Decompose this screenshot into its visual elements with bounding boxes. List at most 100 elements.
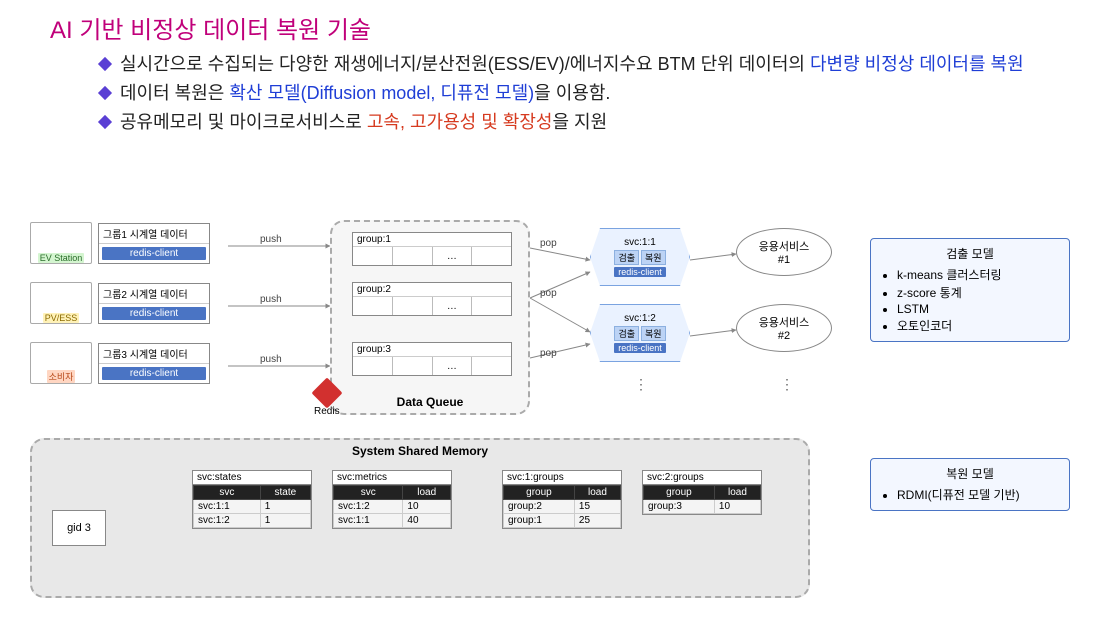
info-box: 복원 모델 RDMI(디퓨전 모델 기반) [870,458,1070,511]
shm-table: svc:2:groupsgrouploadgroup:310 [642,470,762,515]
table-header: load [574,486,620,500]
restore-badge: 복원 [641,326,666,341]
app-vdots: ⋮ [780,376,794,393]
queue-group: group:1 … [352,232,512,266]
info-item: 오토인코더 [897,317,1059,334]
push-label: push [260,234,282,245]
bullet-segment: 다변량 비정상 데이터를 복원 [810,54,1024,74]
table-header: svc [194,486,261,500]
app-service-ellipse: 응용서비스 #1 [736,228,832,276]
table-title: svc:metrics [333,471,451,485]
bullet-segment: 공유메모리 및 마이크로서비스로 [120,112,367,132]
bullet-segment: 을 이용함. [534,83,610,103]
detect-badge: 검출 [614,326,639,341]
pop-label: pop [540,238,557,249]
queue-group-title: group:3 [353,343,511,357]
table-header: state [260,486,310,500]
detect-badge: 검출 [614,250,639,265]
bullet-text: 실시간으로 수집되는 다양한 재생에너지/분산전원(ESS/EV)/에너지수요 … [120,51,1024,78]
data-queue-box: group:1 … group:2 … group:3 … Data Queue… [330,220,530,415]
table-row: svc:1:11 [194,500,311,514]
table-row: group:125 [504,514,621,528]
gid-box: gid 3 [52,510,106,546]
shared-memory-label: System Shared Memory [32,444,808,458]
source-tag: PV/ESS [43,313,80,323]
table-header: svc [334,486,403,500]
bullet-segment: 을 지원 [552,112,607,132]
pop-label: pop [540,348,557,359]
source-meta: 그룹2 시계열 데이터 redis-client [98,283,210,324]
push-label: push [260,354,282,365]
bullet-item: 실시간으로 수집되는 다양한 재생에너지/분산전원(ESS/EV)/에너지수요 … [100,51,1100,78]
source-title: 그룹1 시계열 데이터 [99,224,209,244]
table-row: svc:1:21 [194,514,311,528]
redis-client-pill: redis-client [614,267,666,277]
info-item: RDMI(디퓨전 모델 기반) [897,486,1059,503]
table-header: group [644,486,715,500]
info-item: LSTM [897,302,1059,316]
bullet-list: 실시간으로 수집되는 다양한 재생에너지/분산전원(ESS/EV)/에너지수요 … [0,45,1100,136]
redis-icon: Redis [314,382,340,417]
queue-slots: … [353,247,511,265]
shm-table: svc:metricssvcloadsvc:1:210svc:1:140 [332,470,452,529]
info-box-title: 검출 모델 [881,245,1059,262]
bullet-segment: 데이터 복원은 [120,83,229,103]
info-box-title: 복원 모델 [881,465,1059,482]
table-title: svc:states [193,471,311,485]
queue-group-title: group:1 [353,233,511,247]
bullet-diamond-icon [98,86,112,100]
bullet-text: 데이터 복원은 확산 모델(Diffusion model, 디퓨전 모델)을 … [120,80,610,107]
source-meta: 그룹1 시계열 데이터 redis-client [98,223,210,264]
app-service-ellipse: 응용서비스 #2 [736,304,832,352]
table-row: group:310 [644,500,761,514]
source-icon: EV Station [30,222,92,264]
table-header: load [403,486,451,500]
data-queue-label: Data Queue [332,395,528,409]
table-row: svc:1:210 [334,500,451,514]
table-row: svc:1:140 [334,514,451,528]
table-title: svc:1:groups [503,471,621,485]
svc-hex-node: svc:1:2 검출 복원 redis-client [590,304,690,362]
bullet-segment: 확산 모델(Diffusion model, 디퓨전 모델) [229,83,534,103]
shm-table: svc:1:groupsgrouploadgroup:215group:125 [502,470,622,529]
bullet-item: 데이터 복원은 확산 모델(Diffusion model, 디퓨전 모델)을 … [100,80,1100,107]
queue-slots: … [353,297,511,315]
redis-client-pill: redis-client [614,343,666,353]
hexagon-icon: svc:1:1 검출 복원 redis-client [590,228,690,286]
table-header: group [504,486,575,500]
source-title: 그룹2 시계열 데이터 [99,284,209,304]
source-node: PV/ESS 그룹2 시계열 데이터 redis-client [30,282,210,324]
info-box: 검출 모델 k-means 클러스터링z-score 통계LSTM오토인코더 [870,238,1070,342]
redis-client-pill: redis-client [102,367,206,380]
source-tag: EV Station [38,253,85,263]
redis-client-pill: redis-client [102,307,206,320]
source-node: 소비자 그룹3 시계열 데이터 redis-client [30,342,210,384]
source-title: 그룹3 시계열 데이터 [99,344,209,364]
source-tag: 소비자 [47,370,76,383]
source-icon: PV/ESS [30,282,92,324]
shm-table: svc:statessvcstatesvc:1:11svc:1:21 [192,470,312,529]
queue-group: group:3 … [352,342,512,376]
bullet-segment: 실시간으로 수집되는 다양한 재생에너지/분산전원(ESS/EV)/에너지수요 … [120,54,810,74]
svc-vdots: ⋮ [634,376,648,393]
hexagon-icon: svc:1:2 검출 복원 redis-client [590,304,690,362]
source-icon: 소비자 [30,342,92,384]
queue-group: group:2 … [352,282,512,316]
pop-label: pop [540,288,557,299]
bullet-diamond-icon [98,57,112,71]
table-header: load [714,486,760,500]
bullet-text: 공유메모리 및 마이크로서비스로 고속, 고가용성 및 확장성을 지원 [120,109,607,136]
source-meta: 그룹3 시계열 데이터 redis-client [98,343,210,384]
source-node: EV Station 그룹1 시계열 데이터 redis-client [30,222,210,264]
push-label: push [260,294,282,305]
info-item: z-score 통계 [897,284,1059,301]
info-item: k-means 클러스터링 [897,266,1059,283]
bullet-item: 공유메모리 및 마이크로서비스로 고속, 고가용성 및 확장성을 지원 [100,109,1100,136]
svc-id-label: svc:1:1 [624,237,656,248]
bullet-segment: 고속, 고가용성 및 확장성 [367,112,553,132]
bullet-diamond-icon [98,115,112,129]
redis-client-pill: redis-client [102,247,206,260]
table-title: svc:2:groups [643,471,761,485]
page-title: AI 기반 비정상 데이터 복원 기술 [0,0,1100,45]
svc-hex-node: svc:1:1 검출 복원 redis-client [590,228,690,286]
